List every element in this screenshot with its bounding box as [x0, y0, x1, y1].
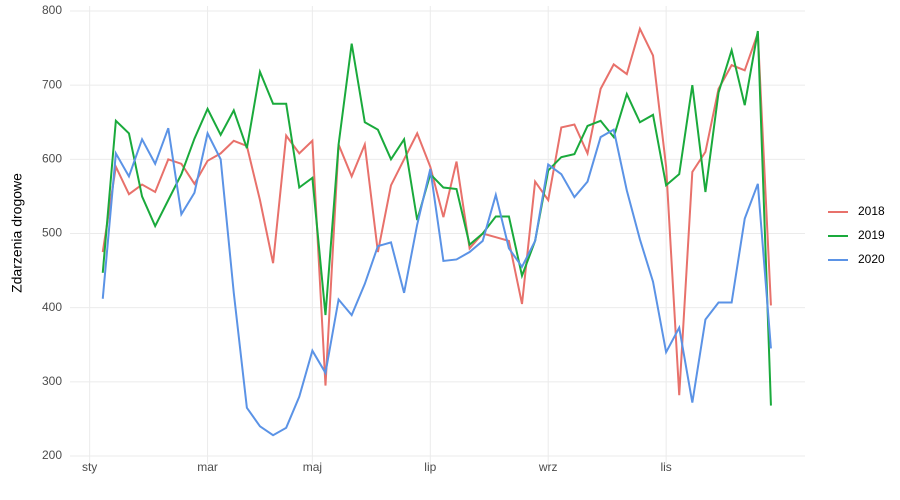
- x-tick-label: wrz: [538, 460, 558, 474]
- series-line: [101, 127, 772, 437]
- y-tick-label: 200: [42, 448, 62, 462]
- series-line: [101, 26, 772, 396]
- y-tick-label: 700: [42, 77, 62, 91]
- y-tick-label: 500: [42, 226, 62, 240]
- x-tick-label: maj: [303, 460, 322, 474]
- x-tick-label: lip: [424, 460, 436, 474]
- y-tick-label: 400: [42, 300, 62, 314]
- y-tick-label: 800: [42, 3, 62, 17]
- legend-label: 2019: [858, 228, 885, 242]
- legend-label: 2018: [858, 204, 885, 218]
- series-line: [101, 30, 772, 406]
- y-axis-label: Zdarzenia drogowe: [9, 173, 25, 293]
- x-tick-label: sty: [82, 460, 97, 474]
- legend-label: 2020: [858, 252, 885, 266]
- y-tick-label: 300: [42, 374, 62, 388]
- y-tick-label: 600: [42, 152, 62, 166]
- x-tick-label: lis: [660, 460, 671, 474]
- x-tick-label: mar: [197, 460, 218, 474]
